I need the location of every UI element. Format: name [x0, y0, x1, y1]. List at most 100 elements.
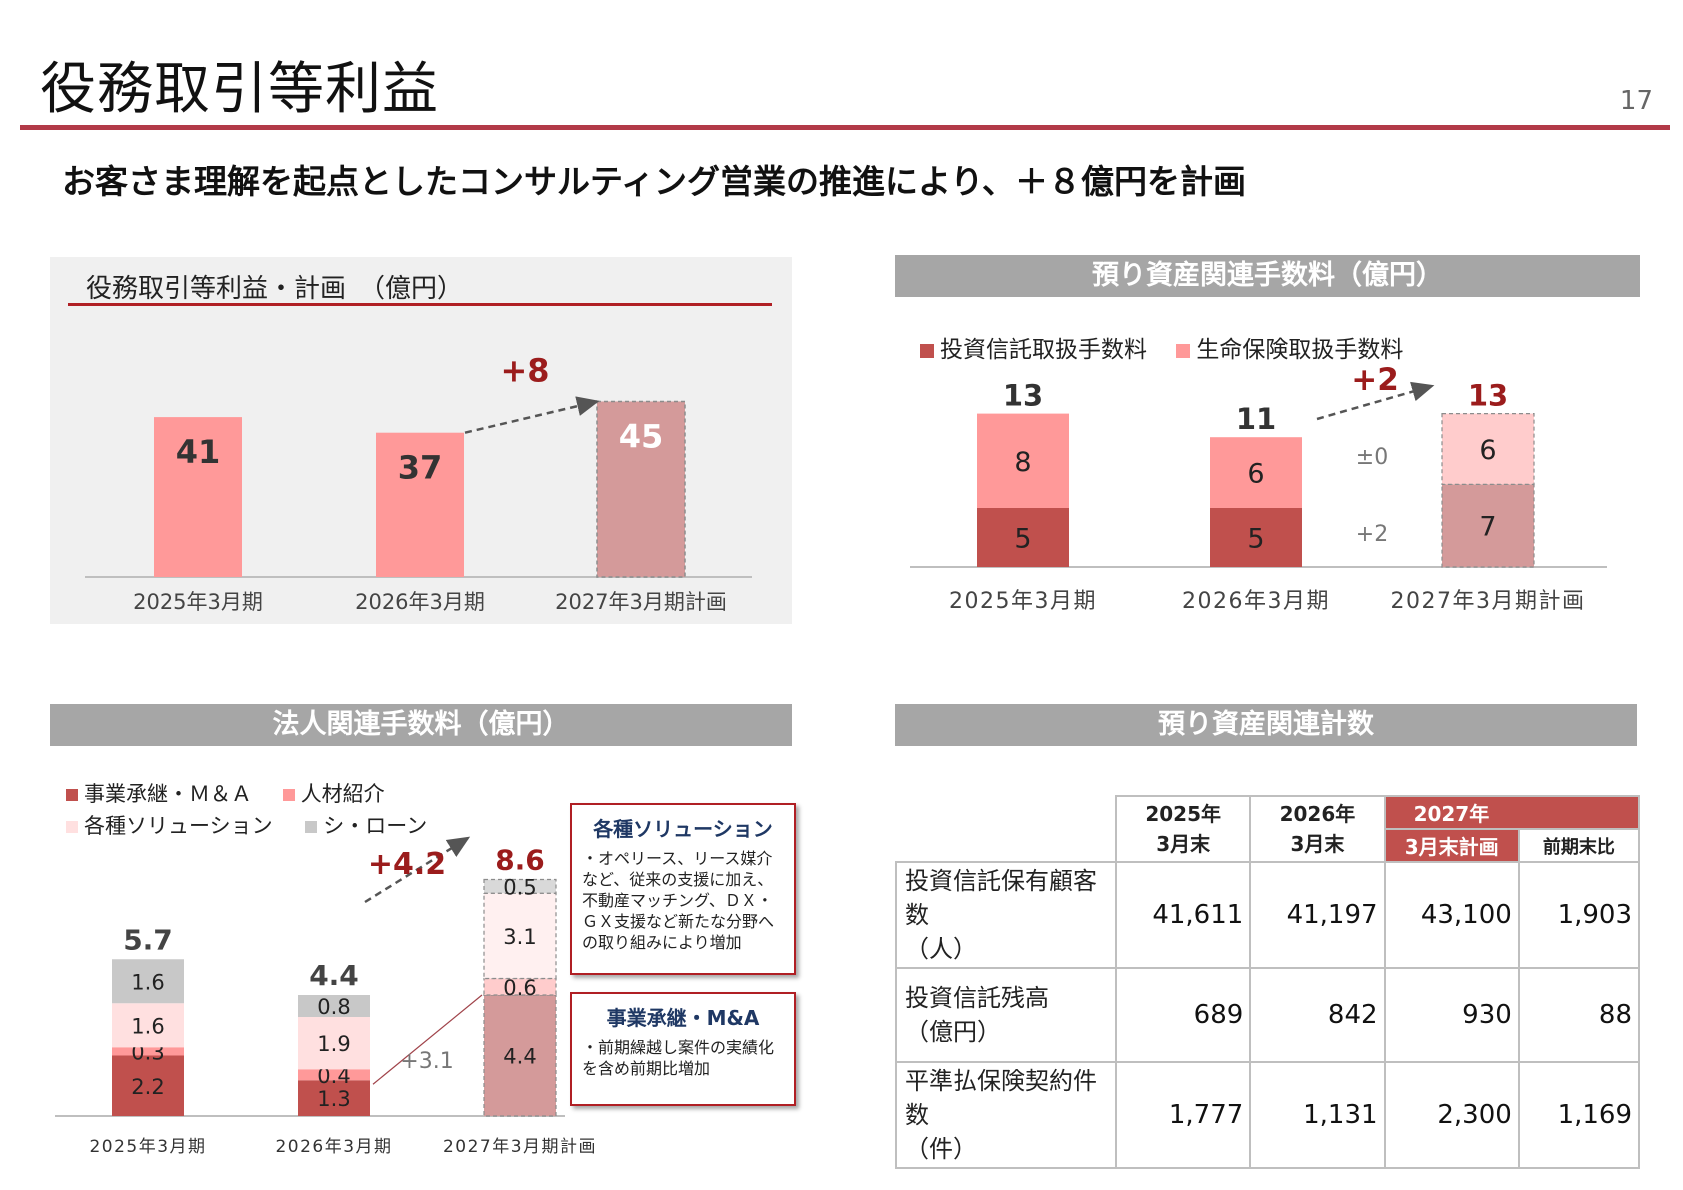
trend-arrow [364, 836, 471, 904]
bar-segment [112, 1055, 184, 1116]
table-cell: 1,903 [1517, 861, 1641, 969]
bar-segment [483, 878, 557, 894]
bar-1 [376, 432, 464, 577]
data-label: 1.3 [317, 1087, 350, 1111]
legend-swatch-recruiting [282, 789, 295, 801]
bar-segment [1210, 508, 1302, 567]
callout-succession-body: ・前期繰越し案件の実績化を含め前期比増加 [582, 1038, 775, 1078]
legend-label-solutions: 各種ソリューション [84, 814, 273, 838]
total-profit-title-rule [68, 303, 772, 306]
total-label: 13 [1003, 379, 1043, 413]
table-header-2025-year: 2025年 [1145, 802, 1222, 826]
row-label-customers: 投資信託保有顧客数 （人） [894, 861, 1118, 969]
tick-label: 2026年3月期 [1182, 589, 1330, 614]
total-label: 4.4 [309, 959, 359, 992]
data-label: 37 [398, 449, 443, 487]
callout-solutions-title: 各種ソリューション [593, 817, 773, 841]
table-header-yoy: 前期末比 [1517, 828, 1641, 863]
data-label: 7 [1479, 512, 1496, 543]
table-header-2026-year: 2026年 [1279, 802, 1356, 826]
bar-segment [298, 1069, 370, 1081]
data-label: 5 [1247, 524, 1264, 555]
data-label: 3.1 [503, 925, 536, 949]
table-header-2027-year: 2027年 [1383, 795, 1641, 830]
total-label: 5.7 [123, 923, 173, 956]
table-header-2026: 2026年 3月末 [1249, 795, 1386, 863]
bar-segment [112, 1047, 184, 1056]
table-cell: 930 [1383, 967, 1520, 1063]
data-label: 4.4 [503, 1045, 536, 1069]
table-corner [896, 796, 1117, 863]
legend-label-investment-trust: 投資信託取扱手数料 [940, 337, 1147, 363]
callout-succession-title: 事業承継・M&A [606, 1006, 760, 1030]
table-cell: 842 [1249, 967, 1386, 1063]
data-label: 45 [619, 418, 664, 456]
bar-0 [154, 417, 242, 577]
deposit-fees-header: 預り資産関連手数料（億円） [895, 255, 1640, 297]
table-cell: 1,777 [1115, 1061, 1252, 1169]
table-cell: 2,300 [1383, 1061, 1520, 1169]
legend-label-life-insurance: 生命保険取扱手数料 [1196, 337, 1404, 363]
tick-label: 2025年3月期 [133, 590, 263, 614]
total-label: 8.6 [495, 844, 545, 877]
succession-connector [372, 994, 483, 1085]
legend-swatch-investment-trust [920, 343, 934, 358]
table-header-2027-plan: 3月末計画 [1383, 828, 1520, 863]
table-cell: 88 [1517, 967, 1641, 1063]
bar-2 [596, 400, 686, 578]
callout-solutions: 各種ソリューション ・オペリース、リース媒介など、従来の支援に加え、不動産マッチ… [570, 803, 796, 975]
tick-label: 2027年3月期計画 [1391, 589, 1586, 614]
data-label: 5 [1014, 524, 1031, 555]
bar-segment [298, 1080, 370, 1116]
callout-solutions-body: ・オペリース、リース媒介など、従来の支援に加え、不動産マッチング、ＤＸ・ＧＸ支援… [582, 849, 775, 952]
change-label: +2 [1351, 362, 1399, 398]
bar-segment [977, 508, 1069, 567]
corporate-fees-legend: 事業承継・Ｍ＆Ａ 人材紹介 各種ソリューション シ・ローン [66, 778, 427, 840]
page-subtitle: お客さま理解を起点としたコンサルティング営業の推進により、＋８億円を計画 [62, 162, 1247, 201]
table-cell: 1,131 [1249, 1061, 1386, 1169]
data-label: 1.6 [131, 1014, 164, 1038]
bar-segment [298, 1017, 370, 1070]
data-label: 1.9 [317, 1032, 350, 1056]
data-label: 8 [1014, 447, 1031, 478]
legend-label-succession: 事業承継・Ｍ＆Ａ [84, 782, 252, 806]
legend-swatch-life-insurance [1176, 343, 1191, 358]
data-label: 6 [1247, 459, 1264, 490]
change-label: +4.2 [368, 847, 446, 882]
row-label-insurance: 平準払保険契約件数 （件） [894, 1061, 1118, 1169]
corporate-fees-chart: 2.20.31.61.65.72025年3月期1.30.41.90.84.420… [55, 836, 597, 1155]
row-label-balance: 投資信託残高 （億円） [894, 967, 1118, 1063]
table-header-row: 2025年 3月末 2026年 3月末 2027年 [896, 795, 1641, 863]
data-label: 0.8 [317, 995, 350, 1019]
trend-arrow [464, 396, 600, 434]
change-label: +8 [500, 352, 549, 390]
callout-succession: 事業承継・M&A ・前期繰越し案件の実績化を含め前期比増加 [570, 992, 796, 1106]
bar-segment [483, 892, 557, 980]
data-label: 2.2 [131, 1075, 164, 1099]
total-profit-chart-title: 役務取引等利益・計画 （億円） [86, 274, 464, 304]
bar-segment [977, 413, 1069, 508]
tick-label: 2025年3月期 [949, 589, 1097, 614]
bar-segment [483, 994, 557, 1117]
total-profit-chart: 41 2025年3月期 37 2026年3月期 45 2027年3月期計画 +8 [85, 352, 752, 614]
table-cell: 689 [1115, 967, 1252, 1063]
page-title: 役務取引等利益 [40, 57, 439, 122]
table-cell: 41,197 [1249, 861, 1386, 969]
tick-label: 2027年3月期計画 [443, 1137, 597, 1155]
tick-label: 2026年3月期 [355, 590, 485, 614]
data-label: 41 [176, 433, 221, 471]
bar-segment [1210, 437, 1302, 508]
legend-swatch-succession [66, 789, 78, 801]
deposit-counts-header: 預り資産関連計数 [895, 704, 1637, 746]
legend-label-recruiting: 人材紹介 [300, 782, 385, 806]
data-label: 0.6 [503, 976, 536, 1000]
bar-segment [112, 1003, 184, 1048]
tick-label: 2025年3月期 [89, 1137, 206, 1155]
legend-label-syndicated-loan: シ・ローン [323, 814, 428, 838]
deposit-counts-table: 2025年 3月末 2026年 3月末 2027年 3月末計画 前期末比 投資信… [894, 795, 1641, 1169]
table-cell: 1,169 [1517, 1061, 1641, 1169]
legend-swatch-solutions [66, 821, 78, 833]
segment-change-label: +2 [1356, 522, 1388, 547]
table-header-row-2: 3月末計画 前期末比 [896, 828, 1641, 863]
title-divider [20, 125, 1670, 130]
